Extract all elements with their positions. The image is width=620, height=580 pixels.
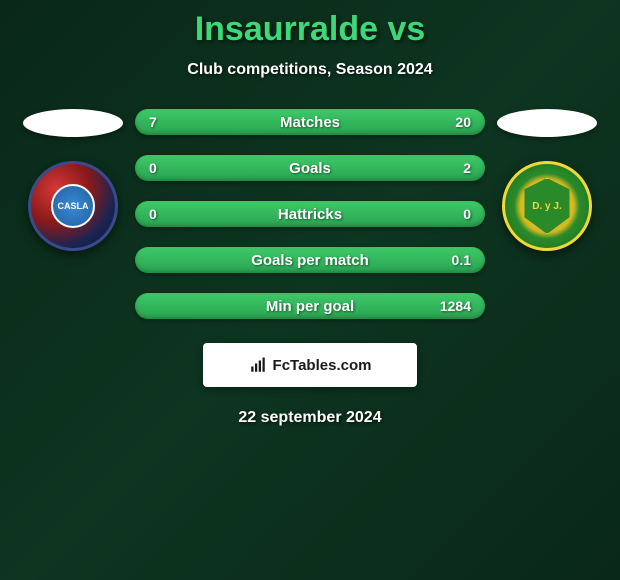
stats-column: 7 Matches 20 0 Goals 2 0 Hattricks 0 Goa… (135, 109, 485, 319)
left-team-badge: CASLA (28, 161, 118, 251)
stat-bar-goals-per-match: Goals per match 0.1 (135, 247, 485, 273)
stat-label: Goals (289, 160, 331, 177)
page-title: Insaurralde vs (195, 10, 426, 49)
left-team-column: CASLA (23, 109, 123, 251)
stat-bar-hattricks: 0 Hattricks 0 (135, 201, 485, 227)
brand-text: FcTables.com (273, 357, 372, 374)
infographic-container: Insaurralde vs Club competitions, Season… (0, 0, 620, 427)
brand-card[interactable]: FcTables.com (203, 343, 417, 387)
date-text: 22 september 2024 (238, 409, 381, 427)
stat-right-value: 2 (463, 160, 471, 176)
stat-left-value: 7 (149, 114, 157, 130)
stat-right-value: 20 (455, 114, 471, 130)
stat-right-value: 0 (463, 206, 471, 222)
stat-label: Matches (280, 114, 340, 131)
stat-right-value: 1284 (440, 298, 471, 314)
stat-bar-matches: 7 Matches 20 (135, 109, 485, 135)
right-platform-ellipse (497, 109, 597, 137)
left-team-badge-inner: CASLA (51, 184, 95, 228)
chart-icon (249, 356, 267, 374)
right-team-shield: D. y J. (522, 178, 572, 234)
right-team-column: D. y J. (497, 109, 597, 251)
stat-label: Min per goal (266, 298, 354, 315)
stat-left-value: 0 (149, 160, 157, 176)
main-row: CASLA 7 Matches 20 0 Goals 2 0 Hattricks… (0, 109, 620, 319)
left-platform-ellipse (23, 109, 123, 137)
right-team-badge: D. y J. (502, 161, 592, 251)
stat-bar-goals: 0 Goals 2 (135, 155, 485, 181)
stat-left-value: 0 (149, 206, 157, 222)
stat-right-value: 0.1 (452, 252, 471, 268)
page-subtitle: Club competitions, Season 2024 (187, 61, 432, 79)
stat-bar-min-per-goal: Min per goal 1284 (135, 293, 485, 319)
stat-label: Goals per match (251, 252, 369, 269)
stat-label: Hattricks (278, 206, 342, 223)
